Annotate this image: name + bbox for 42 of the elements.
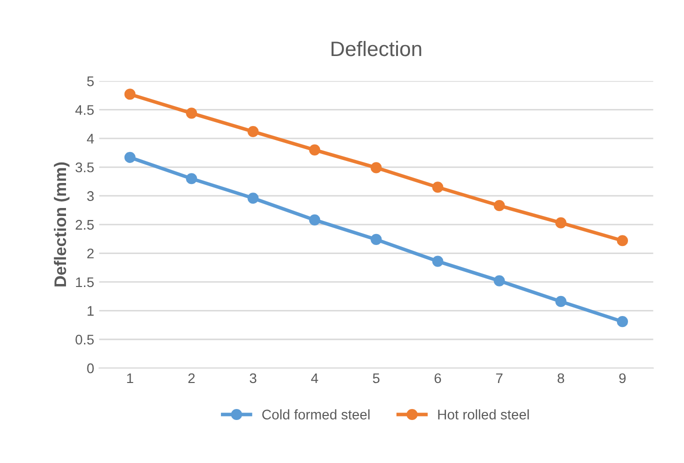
x-tick-label: 3 bbox=[250, 373, 256, 384]
chart-title: Deflection bbox=[332, 40, 422, 56]
y-tick-label: 1 bbox=[88, 306, 94, 316]
point bbox=[432, 256, 444, 267]
point bbox=[494, 200, 505, 212]
point bbox=[186, 173, 198, 184]
x-tick-label: 7 bbox=[496, 373, 502, 384]
point bbox=[616, 235, 628, 246]
point bbox=[555, 296, 566, 308]
y-tick-label: 2 bbox=[87, 248, 94, 258]
y-tick-label: 1.5 bbox=[76, 277, 94, 288]
point bbox=[186, 108, 198, 119]
point bbox=[248, 192, 259, 204]
y-tick-label: 4 bbox=[86, 134, 94, 144]
x-tick-label: 1 bbox=[127, 373, 134, 384]
y-tick-label: 5 bbox=[87, 76, 94, 86]
y-tick-label: 3.5 bbox=[76, 162, 94, 172]
point bbox=[370, 162, 382, 174]
point bbox=[124, 152, 136, 163]
x-tick-label: 2 bbox=[188, 373, 195, 384]
y-tick-label: 4.5 bbox=[75, 105, 94, 115]
point bbox=[494, 275, 505, 286]
y-tick-label: 0 bbox=[87, 363, 94, 374]
x-tick-label: 4 bbox=[311, 373, 318, 384]
y-tick-label: 0.5 bbox=[76, 334, 94, 345]
legend-label: Cold formed steel bbox=[262, 409, 370, 420]
point bbox=[124, 88, 136, 100]
x-tick-label: 8 bbox=[558, 373, 564, 384]
x-tick-label: 6 bbox=[434, 373, 442, 384]
point bbox=[248, 126, 259, 138]
y-tick-label: 2.5 bbox=[76, 220, 94, 230]
point bbox=[309, 214, 320, 226]
point bbox=[555, 217, 566, 228]
y-tick-label: 3 bbox=[87, 191, 94, 202]
x-tick-label: 5 bbox=[372, 373, 380, 384]
x-tick-label: 9 bbox=[619, 373, 626, 384]
point bbox=[309, 144, 320, 156]
point bbox=[616, 316, 628, 328]
y-axis-title: Deflection (mm) bbox=[54, 162, 70, 286]
legend-label: Hot rolled steel bbox=[438, 409, 529, 420]
point bbox=[432, 182, 444, 193]
point bbox=[370, 234, 382, 246]
